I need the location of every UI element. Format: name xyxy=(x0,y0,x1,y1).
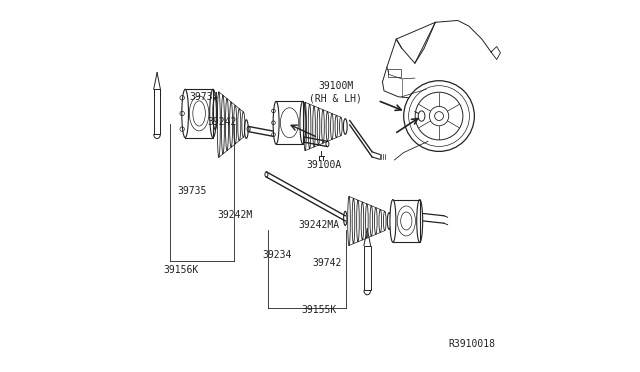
Bar xyxy=(388,69,401,77)
Ellipse shape xyxy=(182,89,189,138)
Bar xyxy=(393,199,420,243)
Text: 39100A: 39100A xyxy=(306,160,341,170)
Text: 39155K: 39155K xyxy=(301,305,336,314)
Text: 39735: 39735 xyxy=(177,186,206,196)
Text: R3910018: R3910018 xyxy=(448,340,495,349)
Text: 39156K: 39156K xyxy=(164,265,199,275)
Bar xyxy=(364,246,371,290)
Text: (RH & LH): (RH & LH) xyxy=(309,93,362,103)
Text: 39234: 39234 xyxy=(262,250,292,260)
Text: 39734: 39734 xyxy=(189,93,219,102)
Text: 39242M: 39242M xyxy=(218,210,253,220)
Text: 39242MA: 39242MA xyxy=(299,221,340,230)
Ellipse shape xyxy=(390,199,396,243)
Ellipse shape xyxy=(273,101,279,144)
Bar xyxy=(154,89,161,134)
Ellipse shape xyxy=(404,81,474,151)
Ellipse shape xyxy=(415,92,463,140)
Text: 39100M: 39100M xyxy=(318,81,353,91)
Text: 39242: 39242 xyxy=(208,117,237,127)
Text: 39742: 39742 xyxy=(312,258,341,267)
Bar xyxy=(185,89,213,138)
Bar xyxy=(276,101,303,144)
